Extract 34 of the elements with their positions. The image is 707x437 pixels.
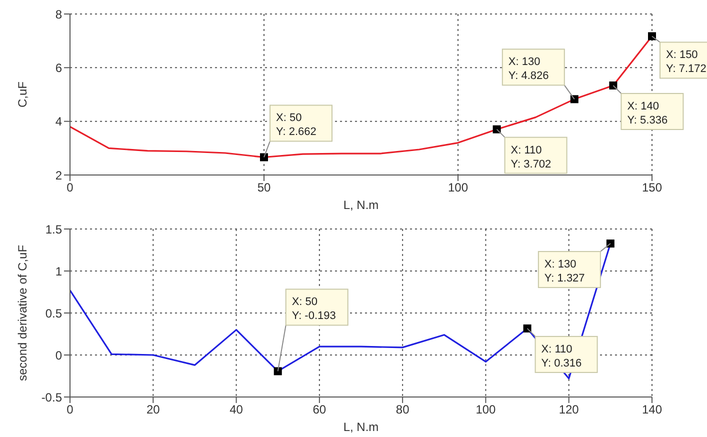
x-tick-label: 100 xyxy=(448,180,468,195)
x-tick-label: 80 xyxy=(396,402,410,417)
x-axis-title: L, N.m xyxy=(343,420,379,434)
x-tick-label: 120 xyxy=(558,402,580,417)
annotation: X: 130 Y: 4.826 xyxy=(508,56,549,82)
y-tick-label: -0.5 xyxy=(41,390,62,404)
y-tick-label: 1 xyxy=(55,264,62,278)
annotation: X: 50 Y: -0.193 xyxy=(292,296,336,322)
x-tick-label: 50 xyxy=(257,180,271,195)
datatip-box: X: 50 Y: -0.193 xyxy=(277,288,348,372)
y-tick-label: 0.5 xyxy=(45,306,62,320)
annotation: X: 150 Y: 7.172 xyxy=(666,49,706,76)
y-tick-label: 6 xyxy=(55,60,62,75)
x-tick-label: 60 xyxy=(312,402,326,417)
annotation: X: 140 Y: 5.336 xyxy=(627,100,668,126)
annotation: X: 110 Y: 3.702 xyxy=(510,144,552,170)
annotation: X: 130 Y: 1.327 xyxy=(544,258,585,285)
y-axis-title: C,uF xyxy=(15,81,30,108)
x-axis-title: L, N.m xyxy=(343,198,379,212)
x-tick-label: 150 xyxy=(642,180,662,195)
y-tick-label: 1.5 xyxy=(45,222,62,236)
x-tick-label: 100 xyxy=(476,402,496,417)
y-tick-label: 4 xyxy=(55,114,62,129)
y-axis-title: second derivative of C,uF xyxy=(15,244,30,382)
x-tick-label: 40 xyxy=(230,402,244,417)
x-tick-label: 0 xyxy=(66,402,74,417)
y-tick-label: 0 xyxy=(55,348,62,362)
x-tick-label: 140 xyxy=(642,402,662,417)
annotation: X: 110 Y: 0.316 xyxy=(541,343,582,370)
y-tick-label: 8 xyxy=(55,7,62,22)
y-tick-label: 2 xyxy=(55,168,62,182)
x-tick-label: 20 xyxy=(146,402,160,417)
annotation: X: 50 Y: 2.662 xyxy=(276,112,316,138)
x-tick-label: 0 xyxy=(66,180,74,195)
